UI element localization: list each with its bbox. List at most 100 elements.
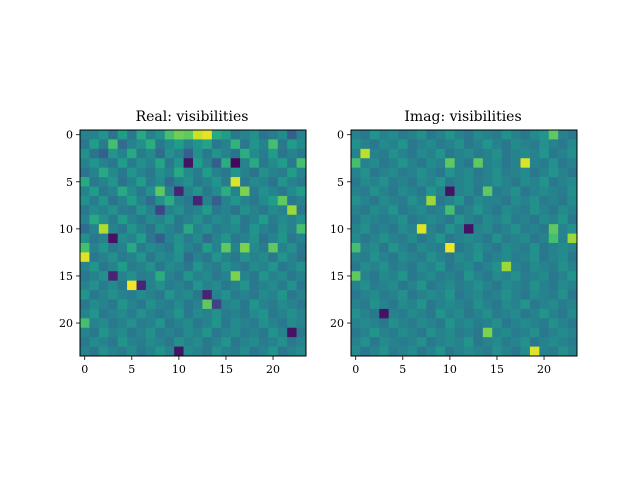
heatmap-cell-real-5-17 [240, 177, 250, 187]
heatmap-cell-imag-21-10 [445, 327, 455, 338]
heatmap-cell-real-8-0 [80, 205, 90, 216]
heatmap-cell-imag-19-16 [501, 308, 512, 319]
heatmap-cell-real-16-21 [277, 280, 288, 291]
heatmap-cell-imag-9-14 [482, 214, 493, 225]
heatmap-cell-imag-14-4 [388, 261, 399, 272]
heatmap-cell-real-1-16 [230, 139, 241, 150]
heatmap-cell-real-14-13 [202, 261, 213, 272]
heatmap-cell-real-7-19 [258, 195, 269, 206]
heatmap-cell-imag-5-16 [501, 177, 512, 187]
heatmap-cell-imag-11-9 [435, 233, 446, 244]
heatmap-cell-real-18-11 [183, 299, 194, 310]
heatmap-cell-real-1-20 [268, 139, 279, 150]
heatmap-cell-real-22-1 [89, 337, 100, 347]
heatmap-cell-real-21-16 [230, 327, 241, 338]
heatmap-cell-imag-14-16 [501, 261, 512, 272]
heatmap-cell-imag-11-8 [426, 233, 437, 244]
heatmap-cell-real-10-2 [98, 224, 109, 234]
heatmap-cell-imag-6-17 [511, 186, 521, 197]
heatmap-cell-real-14-8 [155, 261, 166, 272]
heatmap-cell-real-15-14 [211, 271, 222, 282]
heatmap-cell-real-14-9 [164, 261, 175, 272]
heatmap-cell-real-21-8 [155, 327, 166, 338]
heatmap-cell-imag-17-11 [454, 290, 465, 300]
heatmap-cell-imag-2-12 [464, 148, 474, 159]
heatmap-cell-real-1-1 [89, 139, 100, 150]
heatmap-cell-imag-3-15 [492, 158, 503, 169]
heatmap-cell-real-14-18 [249, 261, 260, 272]
heatmap-cell-real-7-7 [145, 195, 156, 206]
heatmap-cell-real-1-14 [211, 139, 222, 150]
heatmap-cell-real-2-21 [277, 148, 288, 159]
heatmap-cell-real-2-6 [136, 148, 147, 159]
heatmap-cell-imag-10-19 [529, 224, 540, 234]
heatmap-cell-real-11-7 [145, 233, 156, 244]
heatmap-cell-real-21-10 [174, 327, 184, 338]
heatmap-cell-imag-23-19 [529, 346, 540, 357]
heatmap-cell-real-8-10 [174, 205, 184, 216]
heatmap-cell-real-11-5 [127, 233, 137, 244]
heatmap-cell-imag-17-9 [435, 290, 446, 300]
heatmap-cell-imag-11-19 [529, 233, 540, 244]
heatmap-cell-real-3-21 [277, 158, 288, 169]
heatmap-cell-real-21-22 [287, 327, 297, 338]
heatmap-cell-real-9-0 [80, 214, 90, 225]
heatmap-cell-real-3-19 [258, 158, 269, 169]
heatmap-cell-real-6-16 [230, 186, 241, 197]
heatmap-cell-imag-1-19 [529, 139, 540, 150]
heatmap-cell-imag-10-20 [539, 224, 550, 234]
heatmap-cell-imag-16-16 [501, 280, 512, 291]
heatmap-cell-imag-16-4 [388, 280, 399, 291]
heatmap-cell-imag-21-15 [492, 327, 503, 338]
heatmap-cell-real-10-15 [221, 224, 232, 234]
heatmap-cell-imag-14-2 [369, 261, 380, 272]
heatmap-cell-imag-14-15 [492, 261, 503, 272]
heatmap-cell-real-22-0 [80, 337, 90, 347]
heatmap-cell-real-9-16 [230, 214, 241, 225]
heatmap-cell-real-4-16 [230, 167, 241, 178]
heatmap-cell-real-2-5 [127, 148, 137, 159]
heatmap-cell-real-21-11 [183, 327, 194, 338]
heatmap-cell-real-9-14 [211, 214, 222, 225]
heatmap-cell-real-8-13 [202, 205, 213, 216]
heatmap-cell-imag-6-13 [473, 186, 484, 197]
heatmap-cell-real-17-3 [108, 290, 119, 300]
heatmap-cell-imag-23-6 [407, 346, 418, 357]
heatmap-cell-imag-13-17 [511, 252, 521, 263]
heatmap-cell-real-10-16 [230, 224, 241, 234]
heatmap-cell-real-9-18 [249, 214, 260, 225]
heatmap-cell-real-16-8 [155, 280, 166, 291]
heatmap-cell-imag-9-11 [454, 214, 465, 225]
heatmap-cell-imag-13-9 [435, 252, 446, 263]
heatmap-cell-imag-21-19 [529, 327, 540, 338]
heatmap-cell-real-13-20 [268, 252, 279, 263]
heatmap-cell-real-21-12 [193, 327, 203, 338]
heatmap-cell-real-12-5 [127, 243, 137, 253]
heatmap-cell-real-4-1 [89, 167, 100, 178]
heatmap-cell-imag-22-6 [407, 337, 418, 347]
heatmap-cell-imag-7-1 [360, 195, 371, 206]
heatmap-cell-real-17-18 [249, 290, 260, 300]
heatmap-cell-imag-5-22 [558, 177, 568, 187]
heatmap-cell-real-17-14 [211, 290, 222, 300]
heatmap-cell-real-13-11 [183, 252, 194, 263]
heatmap-cell-imag-8-14 [482, 205, 493, 216]
heatmap-cell-real-22-23 [296, 337, 307, 347]
heatmap-cell-imag-22-15 [492, 337, 503, 347]
heatmap-cell-real-23-15 [221, 346, 232, 357]
heatmap-cell-real-14-17 [240, 261, 250, 272]
heatmap-cell-real-18-2 [98, 299, 109, 310]
heatmap-cell-real-18-23 [296, 299, 307, 310]
heatmap-cell-imag-5-2 [369, 177, 380, 187]
heatmap-cell-real-23-13 [202, 346, 213, 357]
heatmap-cell-real-16-19 [258, 280, 269, 291]
heatmap-cell-imag-21-5 [398, 327, 408, 338]
heatmap-cell-real-13-7 [145, 252, 156, 263]
heatmap-cell-imag-6-10 [445, 186, 455, 197]
heatmap-cell-imag-1-0 [351, 139, 361, 150]
heatmap-cell-real-8-4 [117, 205, 128, 216]
heatmap-cell-real-23-4 [117, 346, 128, 357]
heatmap-cell-imag-7-20 [539, 195, 550, 206]
heatmap-cell-imag-15-5 [398, 271, 408, 282]
